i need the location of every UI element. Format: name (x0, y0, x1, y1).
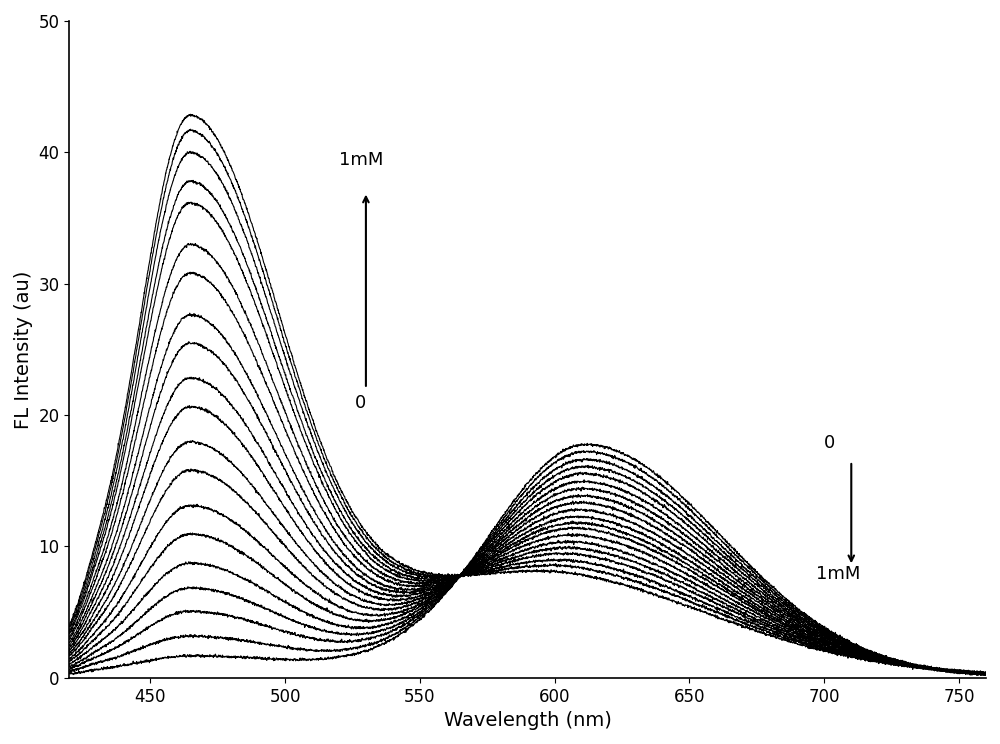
Text: 0: 0 (355, 394, 366, 412)
X-axis label: Wavelength (nm): Wavelength (nm) (444, 711, 612, 730)
Y-axis label: FL Intensity (au): FL Intensity (au) (14, 270, 33, 429)
Text: 0: 0 (824, 434, 836, 452)
Text: 1mM: 1mM (816, 565, 861, 583)
Text: 1mM: 1mM (339, 152, 383, 170)
